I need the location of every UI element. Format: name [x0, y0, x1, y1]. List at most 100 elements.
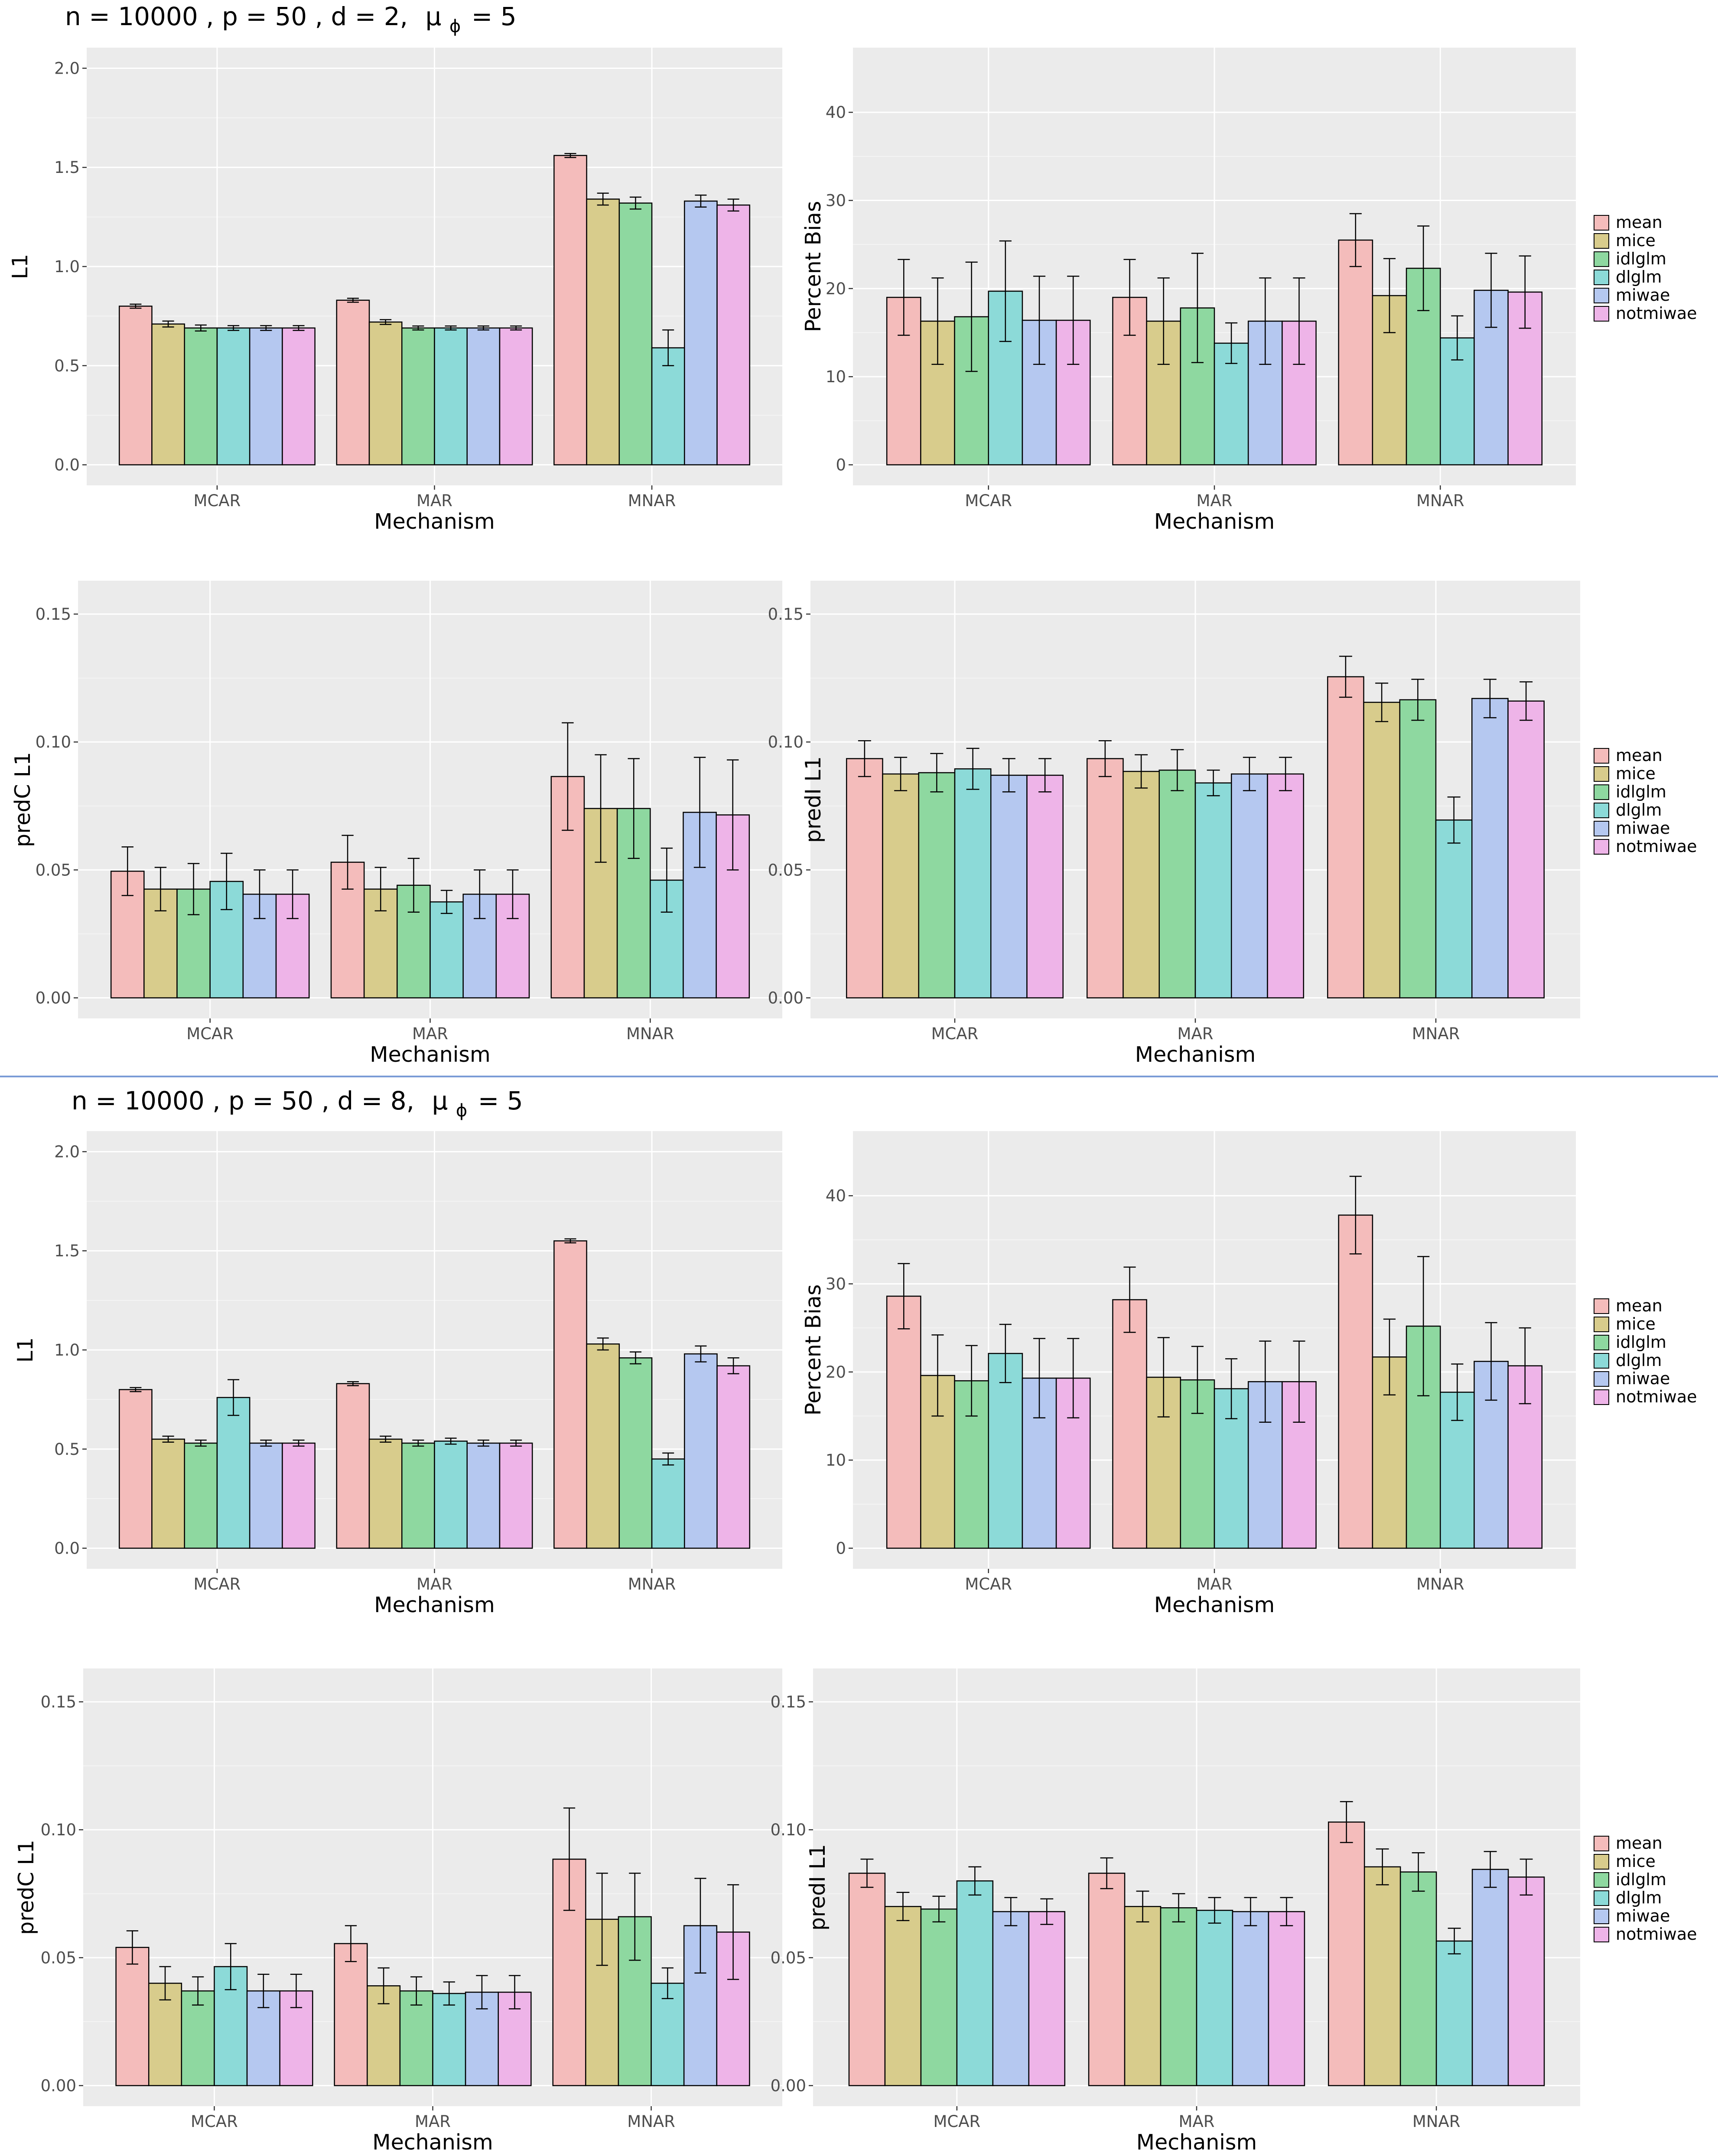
legend-label-mice: mice: [1616, 231, 1656, 250]
figure-title-d2-mu-value: = 5: [472, 2, 517, 31]
x-tick-label-mnar: MNAR: [626, 1024, 674, 1043]
bar-notmiwae-mcar: [1026, 774, 1064, 998]
chart-panel-d2-l1: 0.0 0.5 1.0 1.5 2.0 MCAR MAR MNAR Mechanism L1: [8, 48, 782, 534]
chart-panel-d8-l1: 0.0 0.5 1.0 1.5 2.0 MCAR MAR MNAR Mechanism L1: [13, 1131, 782, 1617]
bar-notmiwae-mnar: [1507, 1876, 1545, 2086]
bar-mice-mar: [1123, 771, 1160, 998]
chart-panel-d8-bias: 0 10 20 30 40 MCAR MAR MNAR Mechanism Percent Bia…: [801, 1131, 1697, 1617]
bar-mean-mnar: [1338, 239, 1373, 465]
bar-mice-mnar: [586, 1343, 620, 1549]
legend-key-idlglm: [1594, 251, 1609, 267]
bar-miwae-mcar: [992, 1911, 1030, 2086]
y-tick-label: 0: [836, 456, 846, 475]
bar-mean-mar: [1088, 1873, 1126, 2086]
x-tick-label-mar: MAR: [1197, 491, 1233, 510]
figure-title-d8-mu-value: = 5: [478, 1086, 523, 1115]
y-tick-label: 0: [836, 1539, 846, 1558]
bar-dlglm-mnar: [651, 347, 685, 465]
bar-mean-mcar: [846, 758, 883, 998]
legend-label-dlglm: dlglm: [1616, 267, 1662, 286]
bar-idlglm-mnar: [1399, 699, 1437, 998]
bar-mice-mnar: [1372, 295, 1407, 465]
bar-dlglm-mcar: [216, 327, 251, 465]
legend-key-miwae: [1594, 288, 1609, 303]
legend-label-notmiwae: notmiwae: [1616, 304, 1697, 323]
bar-dlglm-mcar: [954, 768, 992, 998]
bar-miwae-mcar: [249, 1442, 283, 1549]
y-tick-label: 0.15: [771, 1693, 806, 1711]
x-axis-title: Mechanism: [374, 1593, 495, 1617]
chart-panel-d8-predi: 0.00 0.05 0.10 0.15 MCAR MAR MNAR Mechanism pred…: [771, 1668, 1697, 2155]
bar-notmiwae-mcar: [282, 1442, 316, 1549]
bar-dlglm-mar: [1196, 1909, 1233, 2086]
figure-title-d8-mu-subscript: ϕ: [456, 1101, 467, 1121]
x-axis-title: Mechanism: [1135, 1042, 1256, 1067]
y-tick-label: 0.05: [36, 861, 71, 879]
y-axis-title: Percent Bias: [801, 201, 826, 332]
x-tick-label-mar: MAR: [416, 491, 452, 510]
y-axis-title: predC L1: [14, 1840, 39, 1935]
y-tick-label: 0.5: [54, 1440, 80, 1459]
legend-key-dlglm: [1594, 803, 1609, 818]
bar-idlglm-mar: [1160, 1907, 1197, 2086]
y-tick-label: 40: [826, 1187, 846, 1205]
bar-mean-mnar: [1338, 1214, 1373, 1549]
bar-dlglm-mnar: [651, 1458, 685, 1549]
y-tick-label: 30: [826, 1275, 846, 1293]
bar-mice-mnar: [1363, 1866, 1401, 2086]
x-axis-title: Mechanism: [370, 1042, 490, 1067]
legend-label-notmiwae: notmiwae: [1616, 1925, 1697, 1944]
bar-mean-mar: [1087, 758, 1124, 998]
bar-notmiwae-mnar: [1507, 291, 1543, 465]
y-tick-label: 0.5: [54, 357, 80, 375]
bar-miwae-mnar: [1471, 1869, 1509, 2086]
x-tick-label-mcar: MCAR: [186, 1024, 234, 1043]
bar-mean-mcar: [848, 1873, 886, 2086]
bar-mean-mcar: [118, 1389, 153, 1549]
bar-idlglm-mar: [1180, 1379, 1215, 1549]
bar-notmiwae-mnar: [716, 1365, 751, 1549]
y-tick-label: 0.00: [41, 2077, 76, 2095]
x-tick-label-mnar: MNAR: [1416, 491, 1464, 510]
x-tick-label-mar: MAR: [1179, 2112, 1215, 2131]
legend-label-idlglm: idlglm: [1616, 249, 1666, 268]
bar-dlglm-mar: [434, 1441, 468, 1549]
legend-label-mean: mean: [1616, 1296, 1663, 1315]
bar-mean-mar: [1112, 1299, 1147, 1549]
legend-key-mean: [1594, 1836, 1609, 1851]
y-tick-label: 0.05: [771, 1948, 806, 1967]
y-tick-label: 20: [826, 1363, 846, 1382]
x-axis-title: Mechanism: [1154, 509, 1275, 534]
bar-idlglm-mar: [401, 327, 435, 465]
legend-key-notmiwae: [1594, 1927, 1609, 1942]
figure-title-d8-text: n = 10000 , p = 50 , d = 8,: [72, 1086, 414, 1115]
legend-label-notmiwae: notmiwae: [1616, 837, 1697, 856]
y-axis-title: predC L1: [10, 752, 35, 847]
y-tick-label: 0.15: [36, 605, 71, 624]
x-tick-label-mcar: MCAR: [933, 2112, 980, 2131]
legend-label-notmiwae: notmiwae: [1616, 1387, 1697, 1406]
x-tick-label-mar: MAR: [412, 1024, 448, 1043]
bar-mean-mnar: [553, 1240, 587, 1549]
bar-notmiwae-mar: [499, 327, 533, 465]
bar-dlglm-mnar: [651, 1983, 685, 2086]
figure-title-d8-mu: μ: [432, 1086, 448, 1115]
legend-key-mice: [1594, 1317, 1609, 1332]
bar-idlglm-mcar: [184, 1442, 218, 1549]
bar-dlglm-mar: [434, 327, 468, 465]
figure-title-d2-mu: μ: [426, 2, 442, 31]
x-tick-label-mnar: MNAR: [628, 1575, 676, 1593]
bar-idlglm-mcar: [184, 327, 218, 465]
bar-notmiwae-mar: [1267, 773, 1304, 998]
bar-mean-mar: [336, 299, 370, 465]
x-tick-label-mcar: MCAR: [191, 2112, 238, 2131]
legend-key-mice: [1594, 1854, 1609, 1870]
bar-miwae-mcar: [242, 894, 277, 998]
legend-label-mice: mice: [1616, 764, 1656, 783]
y-tick-label: 10: [826, 1451, 846, 1470]
legend-key-dlglm: [1594, 270, 1609, 285]
legend-label-mean: mean: [1616, 746, 1663, 765]
y-tick-label: 0.05: [41, 1948, 76, 1967]
